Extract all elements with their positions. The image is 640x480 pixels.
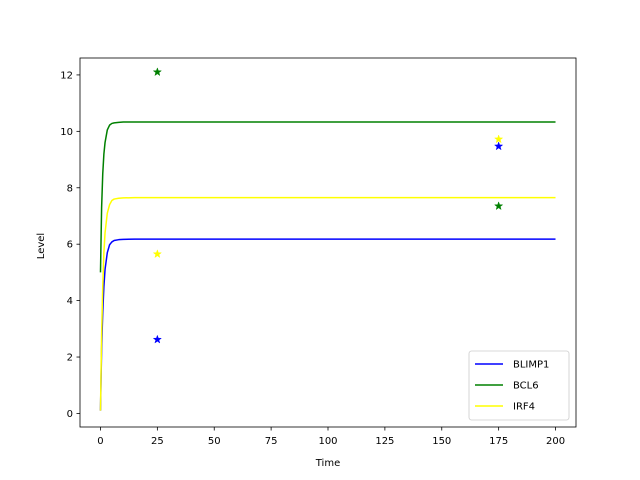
- star-marker-bcl6-0: [152, 67, 163, 77]
- y-tick-label: 12: [60, 70, 73, 81]
- x-tick-label: 25: [151, 436, 164, 447]
- x-tick-label: 0: [97, 436, 103, 447]
- legend: BLIMP1 BCL6 IRF4: [468, 350, 570, 421]
- y-axis-label: Level: [36, 233, 47, 259]
- x-tick-label: 100: [318, 436, 337, 447]
- x-tick-label: 150: [432, 436, 451, 447]
- y-tick-label: 0: [67, 409, 73, 420]
- y-tick-label: 4: [67, 296, 73, 307]
- legend-box: [468, 350, 570, 421]
- y-tick-label: 8: [67, 183, 73, 194]
- star-marker-irf4-0: [152, 249, 163, 259]
- series-line-blimp1: [99, 238, 556, 411]
- star-marker-bcl6-1: [493, 201, 504, 211]
- y-tick-label: 10: [60, 127, 73, 138]
- x-tick-label: 175: [489, 436, 508, 447]
- star-marker-blimp1-0: [152, 334, 163, 344]
- x-tick-label: 125: [375, 436, 394, 447]
- series-line-bcl6: [99, 121, 556, 273]
- x-axis-label: Time: [315, 458, 340, 469]
- x-tick-label: 75: [265, 436, 278, 447]
- legend-label-irf4: IRF4: [513, 402, 535, 413]
- y-tick-label: 6: [67, 240, 73, 251]
- series-line-irf4: [99, 196, 556, 411]
- star-marker-blimp1-1: [493, 141, 504, 151]
- x-tick-label: 200: [546, 436, 565, 447]
- plot-area: 0 25 50 75 100 125 150 175 200 0 2 4 6 8 10 12 BLIMP1 BCL…: [60, 57, 577, 447]
- legend-label-blimp1: BLIMP1: [513, 360, 549, 371]
- y-tick-label: 2: [67, 353, 73, 364]
- star-marker-irf4-1: [493, 134, 504, 144]
- legend-label-bcl6: BCL6: [513, 381, 539, 392]
- x-tick-label: 50: [208, 436, 221, 447]
